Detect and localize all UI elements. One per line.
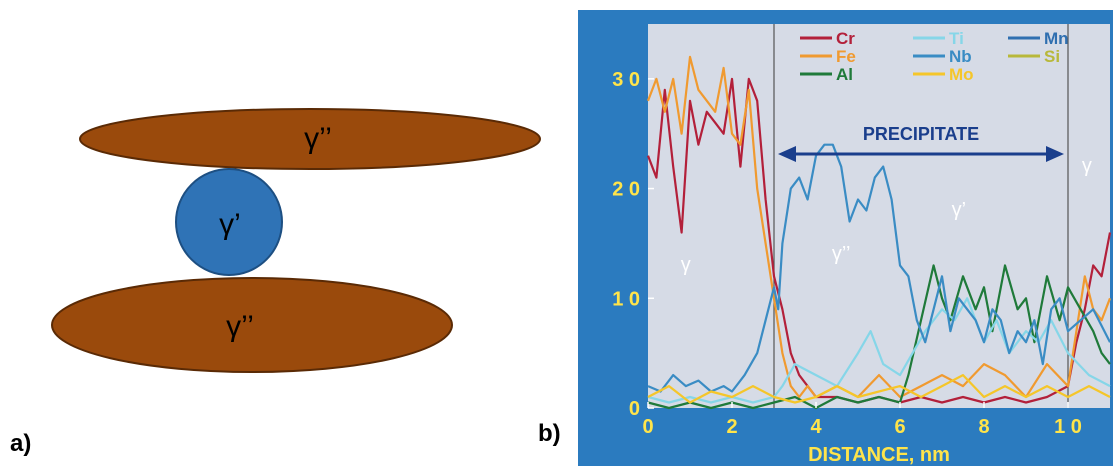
region-boundaries: [773, 24, 1069, 408]
x-tick-label: 0: [642, 416, 653, 438]
series-line-fe: [646, 55, 1112, 399]
gamma-double-prime-bottom-ellipse: [51, 277, 453, 373]
x-tick-label: 6: [894, 416, 905, 438]
y-tick-label: 0: [629, 398, 640, 420]
panel-a-schematic: γ’’ γ’’ γ’: [0, 0, 560, 466]
gamma-prime-circle: [175, 168, 283, 276]
legend-label-mn: Mn: [1044, 29, 1069, 48]
legend-label-si: Si: [1044, 47, 1060, 66]
y-tick-label: 2 0: [612, 179, 640, 201]
legend-label-fe: Fe: [836, 47, 856, 66]
legend-label-nb: Nb: [949, 47, 972, 66]
region-label-gamma-right: γ: [1082, 155, 1092, 177]
x-axis-label: DISTANCE, nm: [808, 444, 950, 466]
region-label-gamma-prime: γ’: [952, 199, 966, 221]
line-chart-svg: 0 1 0 2 0 3 0 0 2 4 6 8 1 0 Cr Ti Mn Fe Nb Si Al Mo PREC…: [578, 10, 1113, 466]
precipitate-arrow: PRECIPITATE: [778, 124, 1064, 162]
series-layer: [646, 55, 1112, 410]
schematic-svg: γ’’ γ’’ γ’: [51, 108, 541, 373]
panel-a-label: a): [10, 430, 32, 457]
legend-label-mo: Mo: [949, 65, 974, 84]
region-label-gamma-double-prime: γ’’: [832, 243, 851, 265]
legend-label-al: Al: [836, 65, 853, 84]
circle-label: γ’: [219, 208, 241, 241]
y-tick-label: 3 0: [612, 69, 640, 91]
legend-label-cr: Cr: [836, 29, 855, 48]
top-ellipse-label: γ’’: [304, 122, 332, 155]
region-label-gamma-left: γ: [681, 254, 691, 276]
x-tick-label: 1 0: [1054, 416, 1082, 438]
x-tick-label: 4: [810, 416, 822, 438]
series-line-nb: [647, 143, 1111, 393]
arrow-head-right: [1046, 146, 1064, 162]
legend: Cr Ti Mn Fe Nb Si Al Mo: [800, 29, 1069, 84]
x-tick-label: 2: [726, 416, 737, 438]
series-line-cr: [646, 77, 1112, 404]
gamma-double-prime-top-ellipse: [79, 108, 541, 170]
series-line-mo: [647, 374, 1111, 404]
panel-b-chart: 0 1 0 2 0 3 0 0 2 4 6 8 1 0 Cr Ti Mn Fe Nb Si Al Mo PREC…: [578, 10, 1113, 466]
y-tick-label: 1 0: [612, 288, 640, 310]
panel-b-label: b): [538, 420, 561, 447]
arrow-head-left: [778, 146, 796, 162]
precipitate-label: PRECIPITATE: [863, 124, 979, 144]
series-line-ti: [647, 297, 1111, 404]
bottom-ellipse-label: γ’’: [226, 310, 254, 343]
legend-label-ti: Ti: [949, 29, 964, 48]
x-tick-label: 8: [978, 416, 989, 438]
plot-area: [648, 24, 1110, 408]
axis-ticks: 0 1 0 2 0 3 0 0 2 4 6 8 1 0: [612, 69, 1082, 438]
